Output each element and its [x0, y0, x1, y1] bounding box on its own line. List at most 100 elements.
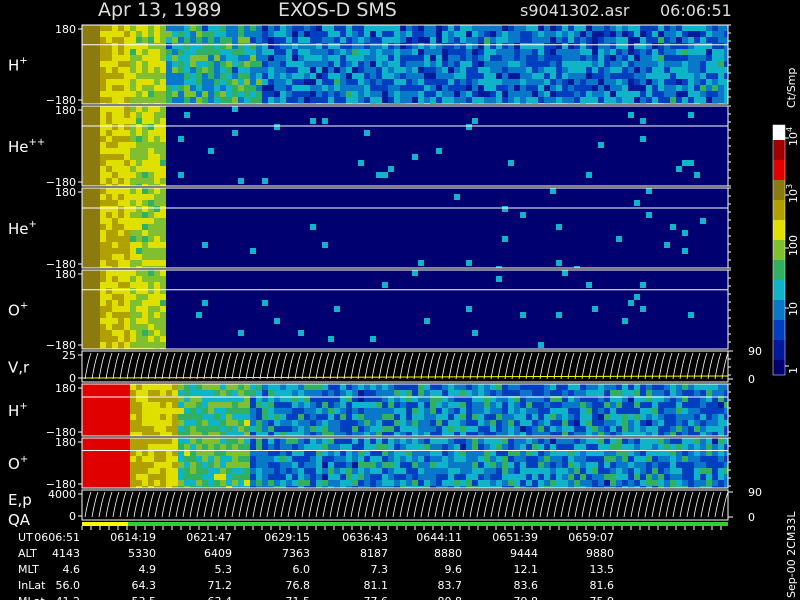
spectrogram-cell	[580, 390, 586, 396]
spectrogram-cell	[412, 91, 418, 97]
spectrogram-cell	[610, 420, 616, 426]
spectrogram-cell	[142, 276, 148, 282]
spectrogram-cell	[136, 91, 142, 97]
spectrogram-cell	[334, 55, 340, 61]
spectrogram-cell	[724, 31, 728, 37]
spectrogram-cell	[610, 37, 616, 43]
spectrogram-cell	[562, 486, 568, 488]
spectrogram-cell	[142, 390, 148, 396]
spectrogram-cell	[472, 61, 478, 67]
spectrogram-cell	[526, 25, 532, 31]
trace	[182, 491, 190, 518]
spectrogram-cell	[244, 486, 250, 488]
file: s9041302.asr	[520, 1, 630, 20]
spectrogram-cell	[250, 384, 256, 390]
spectrogram-cell	[124, 206, 130, 212]
spectrogram-cell	[370, 384, 376, 390]
spectrogram-cell	[88, 426, 94, 432]
spectrogram-cell	[334, 468, 340, 474]
spectrogram-cell	[472, 480, 478, 486]
spectrogram-cell	[376, 31, 382, 37]
spectrogram-cell	[400, 486, 406, 488]
spectrogram-cell	[88, 160, 94, 166]
spectrogram-cell	[94, 160, 100, 166]
spectrogram-cell	[130, 154, 136, 160]
spectrogram-cell	[136, 384, 142, 390]
spectrogram-cell	[652, 85, 658, 91]
spectrogram-cell	[310, 462, 316, 468]
colorbar-cell	[773, 305, 785, 311]
spectrogram-cell	[688, 384, 694, 390]
spectrogram-cell	[634, 468, 640, 474]
spectrogram-cell	[556, 444, 562, 450]
trace	[588, 491, 596, 518]
spectrogram-cell	[226, 414, 232, 420]
spectrogram-cell	[496, 456, 502, 462]
spectrogram-cell	[544, 97, 550, 103]
trace	[231, 491, 239, 518]
spectrogram-cell	[256, 438, 262, 444]
spectrogram-cell	[166, 55, 172, 61]
spectrogram-cell	[370, 486, 376, 488]
spectrogram-cell	[616, 43, 622, 49]
spectrogram-cell	[670, 402, 676, 408]
spectrogram-cell	[244, 55, 250, 61]
spectrogram-cell	[292, 420, 298, 426]
spectrogram-cell	[484, 43, 490, 49]
spectrogram-cell	[82, 384, 88, 390]
spectrogram-cell	[142, 67, 148, 73]
spectrogram-cell	[418, 25, 424, 31]
spectrogram-cell	[214, 426, 220, 432]
spectrogram-cell	[268, 25, 274, 31]
spectrogram-cell	[364, 414, 370, 420]
spectrogram-cell	[160, 230, 166, 236]
spectrogram-cell	[400, 61, 406, 67]
spectrogram-cell	[298, 480, 304, 486]
spectrogram-cell	[640, 438, 646, 444]
spectrogram-cell	[574, 474, 580, 480]
spectrogram-cell	[664, 25, 670, 31]
spectrogram-cell	[580, 91, 586, 97]
spectrogram-cell	[538, 480, 544, 486]
spectrogram-cell	[598, 73, 604, 79]
spectrogram-cell	[436, 49, 442, 55]
spectrogram-cell	[220, 450, 226, 456]
spectrogram-cell	[250, 456, 256, 462]
spectrogram-cell	[358, 61, 364, 67]
spectrogram-cell	[106, 414, 112, 420]
spectrogram-cell	[190, 31, 196, 37]
spectrogram-cell	[232, 408, 238, 414]
spectrogram-cell	[658, 55, 664, 61]
spectrogram-cell	[136, 172, 142, 178]
colorbar-cell	[773, 130, 785, 136]
spectrogram-cell	[586, 31, 592, 37]
spectrogram-cell	[586, 456, 592, 462]
spectrogram-cell	[148, 456, 154, 462]
spectrogram-cell	[82, 342, 88, 348]
spectrogram-cell	[466, 462, 472, 468]
spectrogram-cell	[682, 31, 688, 37]
spectrogram-cell	[118, 73, 124, 79]
spectrogram-cell	[208, 37, 214, 43]
spectrogram-cell	[166, 450, 172, 456]
spectrogram-cell	[712, 432, 718, 436]
trace	[98, 352, 106, 380]
spectrogram-cell	[94, 154, 100, 160]
spectrogram-cell	[166, 31, 172, 37]
spectrogram-cell	[160, 136, 166, 142]
spectrogram-cell	[574, 79, 580, 85]
trace	[469, 491, 477, 518]
spectrogram-cell	[436, 91, 442, 97]
spectrogram-cell	[142, 55, 148, 61]
spectrogram-cell	[106, 230, 112, 236]
spectrogram-cell	[634, 480, 640, 486]
spectrogram-cell	[388, 67, 394, 73]
spectrogram-cell	[154, 73, 160, 79]
trace	[399, 352, 407, 380]
spectrogram-cell	[460, 61, 466, 67]
spectrogram-cell	[400, 55, 406, 61]
spectrogram-cell	[346, 91, 352, 97]
spectrogram-cell	[562, 450, 568, 456]
spectrogram-cell	[724, 384, 728, 390]
spectrogram-cell	[478, 462, 484, 468]
